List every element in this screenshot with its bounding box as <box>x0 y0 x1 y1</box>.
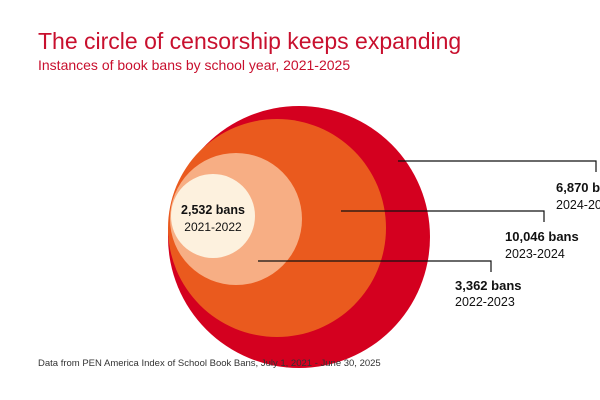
source-note: Data from PEN America Index of School Bo… <box>38 358 381 369</box>
label-year-2023-2024: 2023-2024 <box>505 247 565 261</box>
leader-line-2024-2025 <box>398 160 597 172</box>
leader-line-2022-2023 <box>258 260 492 272</box>
chart-subtitle: Instances of book bans by school year, 2… <box>38 57 351 73</box>
label-year-2021-2022: 2021-2022 <box>184 220 242 234</box>
leader-line-2023-2024 <box>341 210 545 222</box>
chart-title: The circle of censorship keeps expanding <box>38 28 462 54</box>
circle-2021-2022 <box>171 174 255 258</box>
label-count-2023-2024: 10,046 bans <box>505 229 579 244</box>
label-count-2021-2022: 2,532 bans <box>181 203 245 217</box>
label-count-2022-2023: 3,362 bans <box>455 278 522 293</box>
label-year-2024-2025: 2024-2025 <box>556 198 600 212</box>
label-year-2022-2023: 2022-2023 <box>455 295 515 309</box>
label-count-2024-2025: 6,870 bans <box>556 180 600 195</box>
